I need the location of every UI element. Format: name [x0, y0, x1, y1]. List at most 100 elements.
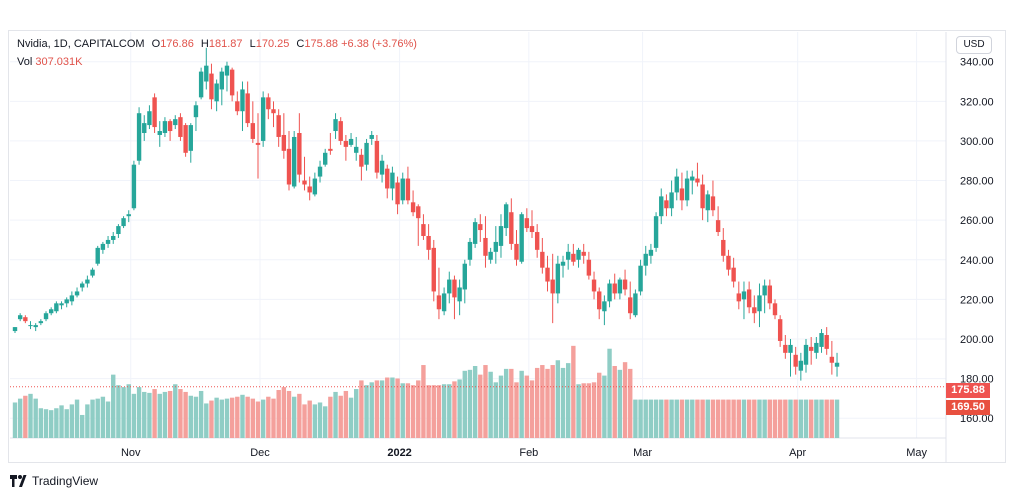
- candle-body: [509, 212, 514, 244]
- candle-body: [788, 344, 793, 353]
- currency-button[interactable]: USD: [956, 36, 992, 54]
- candle-body: [674, 176, 679, 193]
- x-tick-label: May: [906, 447, 927, 459]
- candle-body: [250, 123, 256, 139]
- candle-body: [659, 196, 664, 217]
- volume-bar: [369, 382, 374, 438]
- candle-body: [204, 65, 209, 82]
- x-tick-label: Apr: [789, 447, 806, 459]
- y-tick-label: 240.00: [960, 255, 994, 267]
- candle-body: [478, 224, 483, 231]
- volume-bar: [214, 397, 219, 438]
- x-tick-label: Dec: [250, 447, 270, 459]
- candle-body: [354, 146, 359, 153]
- candle-body: [607, 283, 612, 302]
- candle-body: [710, 196, 716, 211]
- volume-bar: [550, 365, 555, 438]
- volume-bar: [400, 383, 405, 438]
- second-price-tag: 169.50: [946, 400, 990, 415]
- candle-body: [571, 253, 576, 262]
- candle-body: [209, 73, 214, 100]
- volume-bar: [628, 368, 633, 438]
- candle-body: [224, 65, 230, 76]
- volume-bar: [43, 409, 49, 438]
- volume-bar: [80, 414, 85, 438]
- candle-body: [85, 279, 90, 284]
- x-tick-label: Nov: [121, 447, 141, 459]
- candle-body: [803, 344, 809, 365]
- candle-body: [214, 83, 219, 102]
- volume-legend: Vol 307.031K: [17, 56, 82, 68]
- volume-bar: [312, 404, 318, 438]
- volume-bar: [204, 403, 209, 438]
- volume-bar: [560, 367, 566, 438]
- candle-body: [746, 289, 752, 308]
- volume-bar: [100, 396, 106, 438]
- volume-bar: [64, 409, 69, 438]
- volume-bar: [462, 370, 467, 438]
- close-label: C: [296, 38, 305, 50]
- volume-bar: [824, 399, 829, 438]
- volume-bar: [193, 396, 199, 438]
- volume-bar: [317, 402, 323, 438]
- candle-body: [255, 142, 261, 145]
- candle-body: [405, 178, 411, 201]
- volume-bar: [431, 385, 436, 438]
- candle-body: [240, 89, 245, 112]
- candle-body: [74, 291, 80, 296]
- candle-body: [793, 354, 798, 367]
- candle-body: [38, 321, 44, 324]
- candle-body: [379, 160, 385, 175]
- candle-body: [111, 235, 116, 240]
- volume-bar: [700, 399, 705, 438]
- volume-bar: [136, 387, 142, 438]
- volume-bar: [235, 396, 240, 438]
- volume-bar: [54, 408, 59, 438]
- volume-bar: [105, 401, 111, 438]
- candle-body: [741, 291, 747, 300]
- volume-bar: [576, 384, 581, 438]
- candle-body: [173, 119, 178, 126]
- candle-body: [534, 232, 540, 250]
- volume-bar: [746, 399, 752, 438]
- candle-body: [550, 279, 555, 294]
- candle-body: [472, 222, 478, 244]
- volume-bar: [777, 399, 783, 438]
- candle-body: [260, 97, 266, 141]
- high-value: 181.87: [208, 38, 243, 50]
- tradingview-footer[interactable]: TradingView: [10, 474, 98, 488]
- x-tick-label: 2022: [387, 447, 411, 459]
- candle-body: [819, 333, 824, 347]
- candle-body: [245, 93, 250, 124]
- candle-body: [286, 148, 292, 185]
- volume-bar: [808, 399, 814, 438]
- volume-bar: [674, 399, 679, 438]
- candle-body: [436, 295, 442, 310]
- candle-body: [426, 235, 431, 250]
- volume-bar: [410, 385, 416, 438]
- candle-body: [328, 148, 333, 151]
- volume-bar: [757, 399, 762, 438]
- volume-bar: [498, 375, 504, 438]
- volume-bar: [224, 398, 230, 438]
- volume-bar: [286, 390, 292, 438]
- candle-body: [529, 226, 535, 233]
- volume-bar: [591, 382, 597, 438]
- candle-body: [416, 206, 421, 219]
- volume-bar: [323, 406, 328, 438]
- volume-bar: [343, 390, 349, 438]
- volume-bar: [653, 399, 659, 438]
- candle-body: [271, 109, 276, 114]
- volume-bar: [710, 399, 716, 438]
- candle-body: [410, 202, 416, 213]
- y-tick-label: 340.00: [960, 57, 994, 69]
- candle-body: [395, 182, 400, 205]
- volume-bar: [695, 399, 700, 438]
- volume-bar: [529, 380, 535, 438]
- volume-bar: [633, 399, 638, 438]
- candle-body: [545, 267, 550, 282]
- volume-bar: [183, 391, 188, 438]
- candle-body: [276, 115, 281, 137]
- candle-body: [767, 285, 773, 304]
